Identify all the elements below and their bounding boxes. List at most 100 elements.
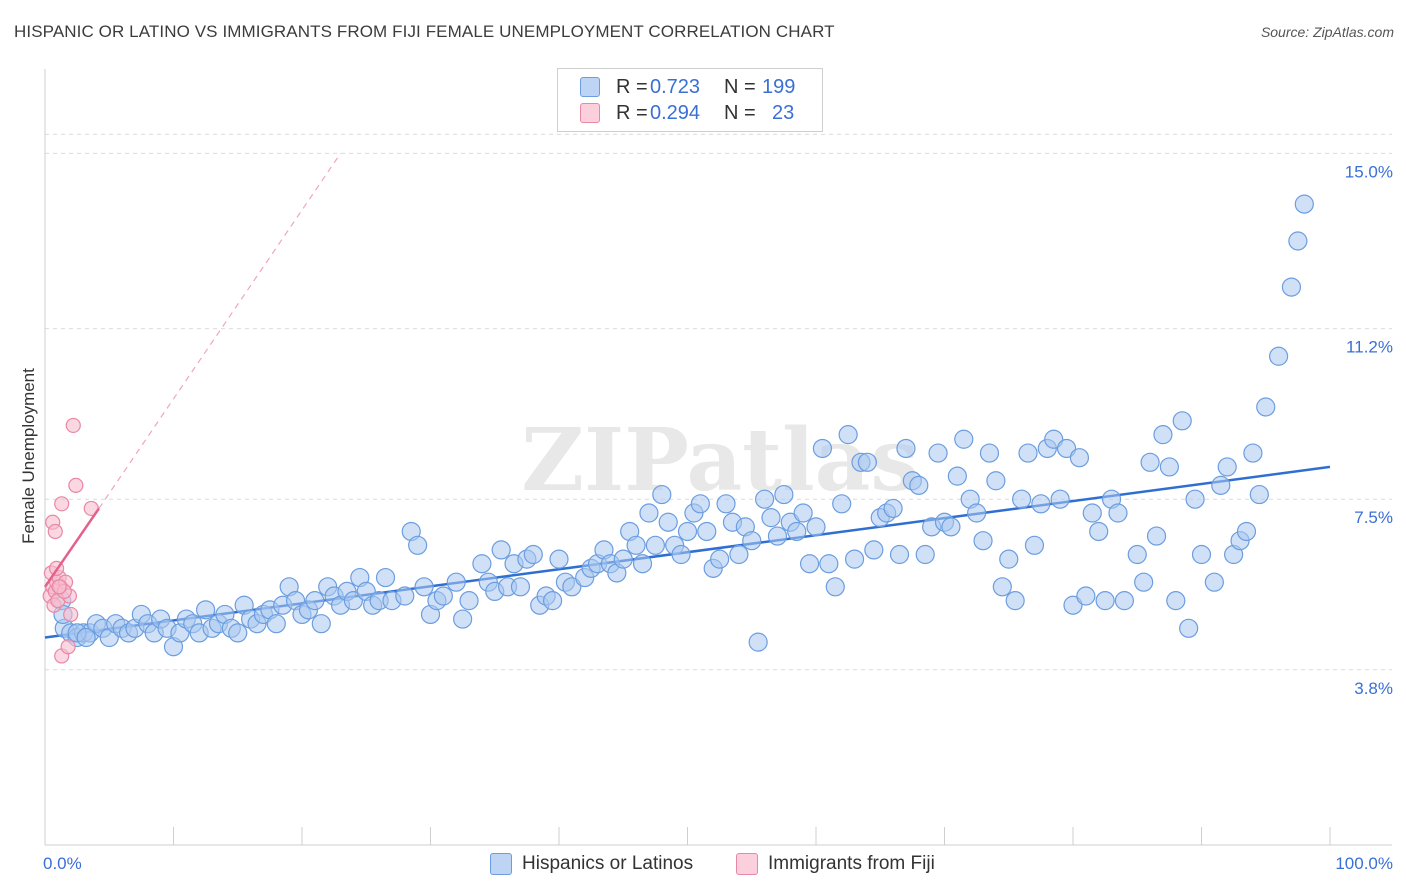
data-point-fiji — [60, 639, 76, 655]
data-point-hispanic — [1069, 448, 1090, 468]
data-point-hispanic — [1089, 521, 1109, 542]
data-point-hispanic — [774, 484, 794, 505]
chart-title: HISPANIC OR LATINO VS IMMIGRANTS FROM FI… — [14, 22, 835, 41]
data-point-hispanic — [812, 438, 833, 459]
data-point-hispanic — [1191, 544, 1212, 565]
data-point-hispanic — [1179, 618, 1199, 638]
data-point-hispanic — [1127, 544, 1147, 565]
data-point-hispanic — [1185, 489, 1205, 509]
bottom-legend-swatch-fiji — [736, 853, 758, 875]
data-point-hispanic — [491, 540, 511, 560]
data-point-hispanic — [915, 544, 935, 565]
data-point-hispanic — [1281, 277, 1302, 297]
data-point-hispanic — [819, 554, 839, 574]
data-point-hispanic — [459, 591, 479, 611]
data-point-hispanic — [729, 544, 749, 565]
data-point-hispanic — [909, 475, 929, 495]
data-point-hispanic — [1005, 591, 1025, 611]
trend-line-fiji — [43, 507, 100, 588]
data-point-hispanic — [986, 471, 1006, 491]
data-point-hispanic — [632, 554, 653, 574]
data-point-hispanic — [266, 614, 286, 634]
legend-box: R = 0.723 N = 199 R = 0.294 N = 23 — [557, 68, 823, 132]
y-tick-label: 3.8% — [1354, 679, 1393, 698]
data-point-hispanic — [979, 443, 1000, 463]
data-point-hispanic — [857, 452, 878, 472]
data-point-hispanic — [1159, 457, 1179, 477]
data-point-hispanic — [787, 521, 807, 542]
data-point-hispanic — [446, 572, 466, 592]
data-point-hispanic — [838, 425, 858, 445]
data-point-hispanic — [311, 614, 331, 634]
legend-r-value-fiji: 0.294 — [650, 101, 701, 124]
data-point-hispanic — [844, 549, 865, 569]
legend-n-label: N = — [724, 101, 756, 124]
data-point-hispanic — [408, 535, 428, 555]
data-point-fiji — [47, 523, 63, 540]
data-point-hispanic — [1256, 397, 1276, 417]
data-point-fiji — [65, 417, 81, 434]
data-point-hispanic — [510, 577, 531, 597]
data-point-hispanic — [523, 544, 543, 565]
data-point-hispanic — [639, 503, 659, 523]
data-point-hispanic — [1095, 591, 1115, 611]
data-point-hispanic — [710, 549, 730, 569]
x-tick-label: 0.0% — [43, 854, 82, 873]
data-point-hispanic — [196, 600, 216, 620]
data-point-fiji — [63, 606, 79, 623]
data-point-hispanic — [1172, 411, 1192, 431]
data-point-hispanic — [690, 494, 710, 514]
data-point-hispanic — [825, 577, 845, 597]
data-point-hispanic — [883, 498, 903, 519]
data-point-hispanic — [395, 586, 415, 606]
data-point-hispanic — [967, 503, 987, 523]
data-point-hispanic — [1082, 503, 1102, 523]
data-point-hispanic — [947, 466, 967, 486]
data-point-hispanic — [1134, 572, 1154, 592]
data-point-hispanic — [677, 521, 698, 542]
y-axis-label: Female Unemployment — [19, 368, 38, 544]
data-point-hispanic — [375, 567, 396, 588]
source-label: Source: ZipAtlas.com — [1260, 24, 1394, 40]
data-point-hispanic — [542, 591, 563, 611]
data-point-hispanic — [671, 544, 691, 565]
data-point-hispanic — [414, 577, 434, 597]
legend-r-label: R = — [616, 75, 648, 98]
data-point-fiji — [68, 477, 84, 493]
data-point-hispanic — [613, 549, 633, 569]
data-point-hispanic — [793, 503, 813, 523]
data-point-hispanic — [1108, 503, 1128, 523]
bottom-legend-label-hispanic: Hispanics or Latinos — [522, 853, 694, 874]
data-point-hispanic — [973, 531, 993, 551]
data-point-hispanic — [806, 517, 826, 537]
data-point-hispanic — [1288, 231, 1308, 251]
data-point-hispanic — [999, 549, 1019, 569]
bottom-legend-hispanic: Hispanics or Latinos — [490, 852, 693, 876]
data-point-hispanic — [761, 508, 781, 528]
data-point-hispanic — [799, 554, 820, 574]
data-point-hispanic — [1140, 452, 1160, 472]
data-point-hispanic — [1146, 526, 1167, 546]
legend-swatch-fiji — [580, 103, 600, 123]
bottom-legend-swatch-hispanic — [490, 853, 512, 875]
data-point-hispanic — [716, 494, 736, 514]
data-point-hispanic — [1018, 443, 1038, 463]
data-point-hispanic — [754, 489, 775, 509]
data-point-hispanic — [1243, 443, 1263, 463]
data-point-hispanic — [305, 591, 325, 611]
data-point-hispanic — [1211, 475, 1231, 495]
y-tick-label: 11.2% — [1346, 338, 1393, 357]
data-point-hispanic — [228, 623, 248, 643]
bottom-legend-label-fiji: Immigrants from Fiji — [768, 853, 935, 874]
data-point-hispanic — [1050, 489, 1070, 509]
data-point-hispanic — [1217, 457, 1237, 477]
legend-n-value-hispanic: 199 — [762, 75, 796, 98]
legend-n-label: N = — [724, 75, 756, 98]
data-point-hispanic — [992, 577, 1012, 597]
data-point-hispanic — [1268, 346, 1289, 366]
data-point-hispanic — [954, 429, 974, 449]
legend-n-value-fiji: 23 — [772, 101, 795, 124]
data-point-hispanic — [1236, 521, 1257, 542]
legend-r-label: R = — [616, 101, 648, 124]
data-point-hispanic — [549, 549, 569, 569]
